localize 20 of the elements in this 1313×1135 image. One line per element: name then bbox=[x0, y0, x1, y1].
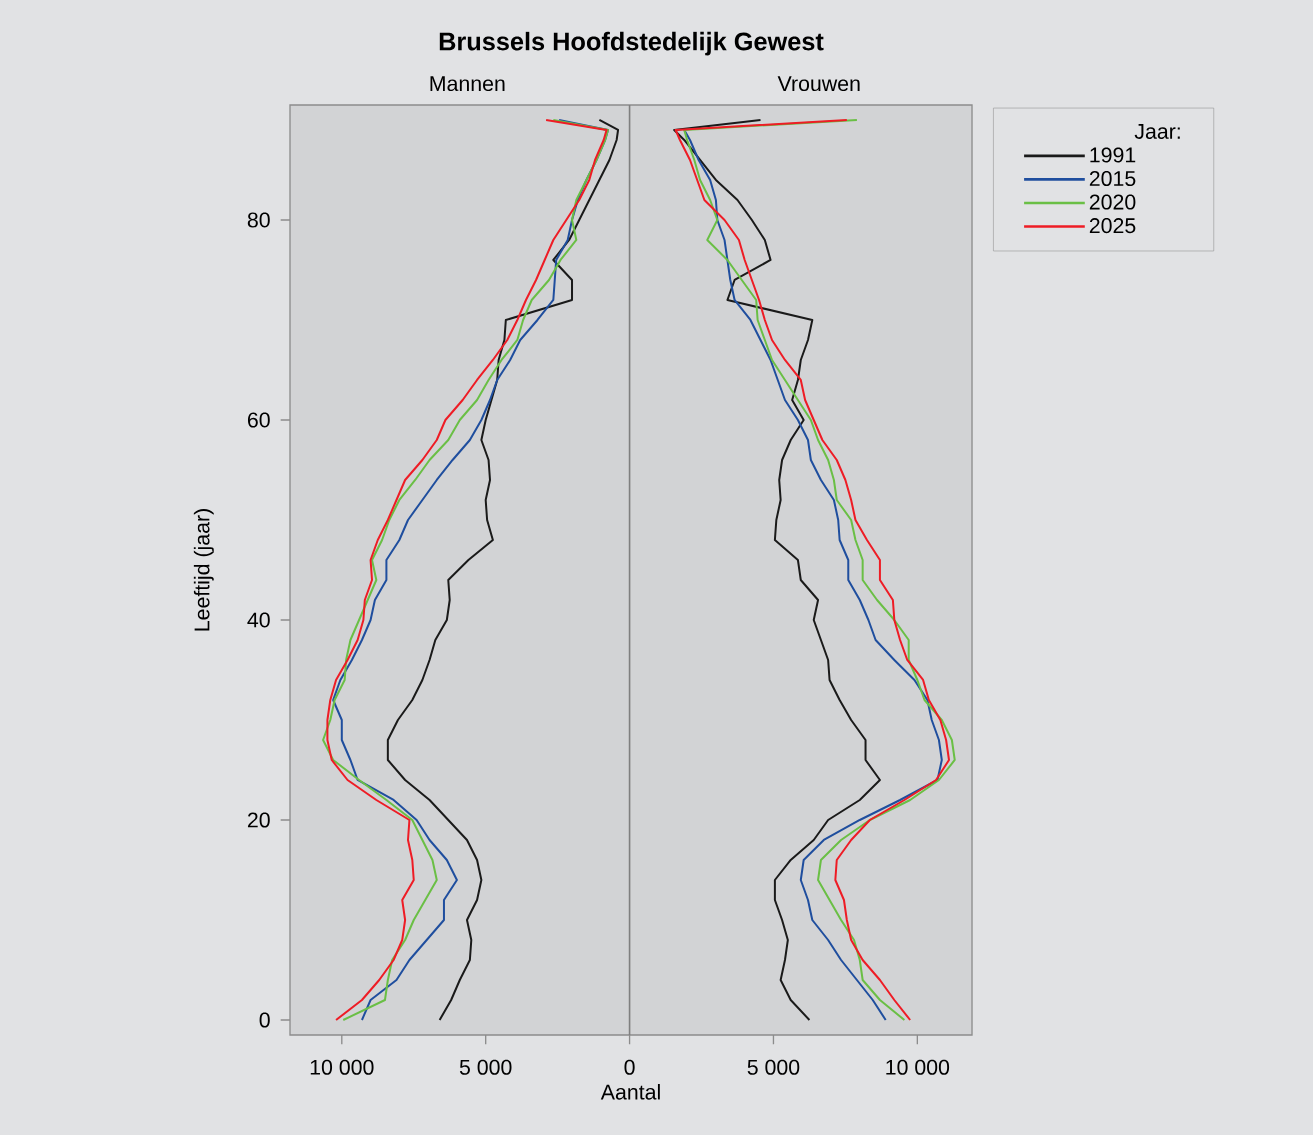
legend-label: 1991 bbox=[1090, 147, 1136, 163]
legend-label: 2020 bbox=[1089, 194, 1136, 210]
text: Mannen bbox=[430, 76, 505, 92]
text: Vrouwen bbox=[777, 76, 860, 92]
x-axis-title: Aantal bbox=[600, 1083, 660, 1100]
x-tick-label: 5 000 bbox=[747, 1059, 800, 1075]
y-tick-label: 0 bbox=[259, 1012, 270, 1028]
legend-label: 2025 bbox=[1089, 218, 1136, 234]
legend-title: Jaar: bbox=[1134, 124, 1180, 139]
y-tick-label: 20 bbox=[247, 812, 270, 828]
x-tick-label: 0 bbox=[624, 1059, 635, 1075]
y-tick-label: 80 bbox=[247, 212, 270, 228]
x-tick-label: 5 000 bbox=[459, 1059, 512, 1075]
chart-title: Brussels Hoofdstedelijk Gewest bbox=[439, 31, 824, 56]
x-tick-label: 10 000 bbox=[310, 1059, 374, 1075]
x-tick-label: 10 000 bbox=[886, 1059, 950, 1075]
y-tick-label: 40 bbox=[247, 612, 270, 628]
y-tick-label: 60 bbox=[247, 412, 270, 428]
y-axis-title: Leeftijd (jaar) bbox=[193, 509, 214, 631]
legend-label: 2015 bbox=[1089, 170, 1136, 187]
